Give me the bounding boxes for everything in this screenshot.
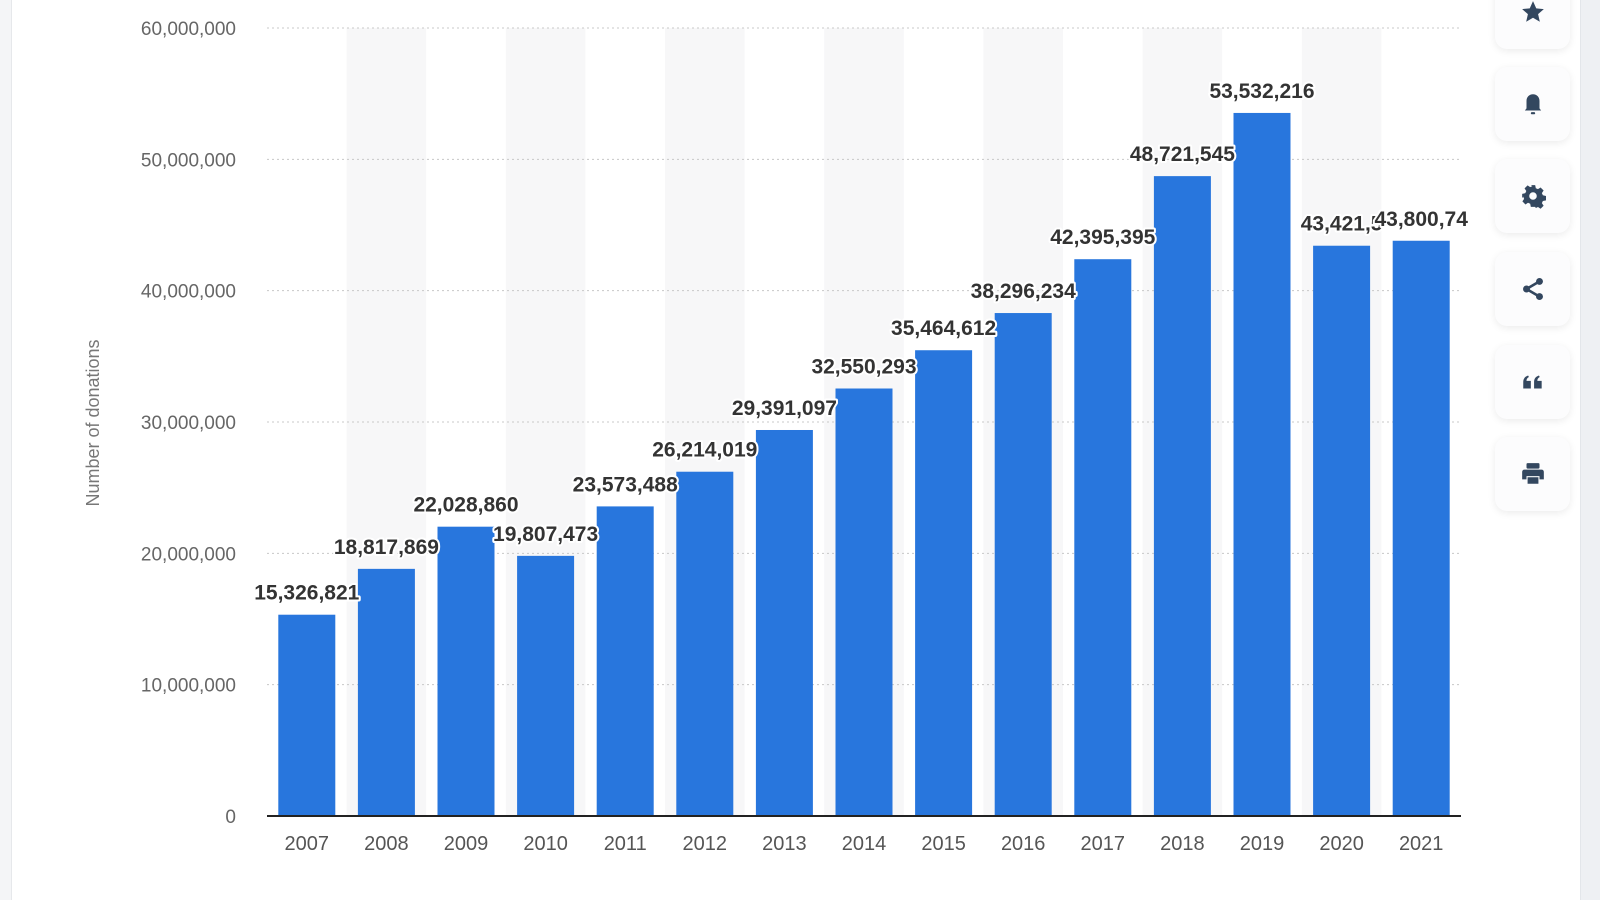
data-label: 15,326,821: [254, 582, 359, 605]
x-tick-label: 2016: [1001, 833, 1046, 855]
x-tick-label: 2019: [1240, 833, 1285, 855]
print-icon: [1521, 463, 1544, 484]
gear-icon: [1521, 185, 1546, 209]
bar-2013: [755, 429, 813, 816]
x-tick-label: 2011: [604, 833, 647, 855]
bar-2015: [915, 350, 973, 816]
data-label: 48,721,545: [1130, 143, 1235, 166]
settings-button[interactable]: [1495, 159, 1570, 233]
star-icon: [1521, 1, 1544, 22]
cite-button[interactable]: [1495, 345, 1570, 419]
bar-2014: [835, 388, 893, 816]
y-axis-title: Number of donations: [83, 339, 103, 506]
share-button[interactable]: [1495, 252, 1570, 326]
y-tick-label: 20,000,000: [141, 544, 236, 565]
y-tick-label: 30,000,000: [141, 413, 236, 434]
share-icon: [1522, 277, 1543, 301]
bar-2007: [278, 614, 336, 816]
x-tick-label: 2009: [444, 833, 489, 855]
bar-2019: [1233, 112, 1291, 817]
bar-2020: [1313, 245, 1371, 817]
x-tick-label: 2018: [1160, 833, 1205, 855]
favorite-button[interactable]: [1495, 0, 1570, 49]
bar-2018: [1153, 176, 1211, 816]
y-tick-label: 0: [225, 807, 236, 828]
data-label: 43,800,74: [1374, 208, 1468, 231]
data-label: 38,296,234: [971, 280, 1076, 303]
bar-2016: [994, 313, 1052, 816]
quote-icon: [1522, 375, 1542, 389]
bar-2009: [437, 526, 495, 816]
x-tick-label: 2017: [1081, 833, 1126, 855]
bar-2008: [357, 568, 415, 816]
x-tick-label: 2010: [523, 833, 568, 855]
bell-icon: [1524, 94, 1541, 115]
bar-2017: [1074, 259, 1132, 816]
y-tick-label: 10,000,000: [141, 676, 236, 697]
x-tick-label: 2015: [921, 833, 966, 855]
data-label: 53,532,216: [1209, 80, 1314, 103]
data-label: 32,550,293: [811, 356, 916, 379]
page-left-edge: [0, 0, 12, 900]
data-label: 26,214,019: [652, 439, 757, 462]
data-label: 35,464,612: [891, 317, 996, 340]
bar-2010: [517, 555, 575, 816]
y-tick-label: 60,000,000: [141, 19, 236, 40]
page-right-edge: [1580, 0, 1600, 900]
data-label: 22,028,860: [413, 494, 518, 517]
data-label: 29,391,097: [732, 397, 837, 420]
y-tick-label: 50,000,000: [141, 150, 236, 171]
data-label: 18,817,869: [334, 536, 439, 559]
x-tick-label: 2012: [683, 833, 728, 855]
x-tick-label: 2021: [1399, 833, 1444, 855]
bar-2011: [596, 506, 654, 816]
x-tick-label: 2014: [842, 833, 887, 855]
x-tick-label: 2013: [762, 833, 807, 855]
bar-2012: [676, 471, 734, 816]
bar-2021: [1392, 240, 1450, 817]
data-label: 42,395,395: [1050, 226, 1155, 249]
data-label: 19,807,473: [493, 523, 598, 546]
data-label: 43,421,5: [1301, 213, 1383, 236]
print-button[interactable]: [1495, 437, 1570, 511]
x-tick-label: 2008: [364, 833, 409, 855]
x-tick-label: 2020: [1319, 833, 1364, 855]
notification-button[interactable]: [1495, 67, 1570, 141]
data-label: 23,573,488: [573, 473, 678, 496]
y-tick-label: 40,000,000: [141, 282, 236, 303]
x-tick-label: 2007: [285, 833, 330, 855]
